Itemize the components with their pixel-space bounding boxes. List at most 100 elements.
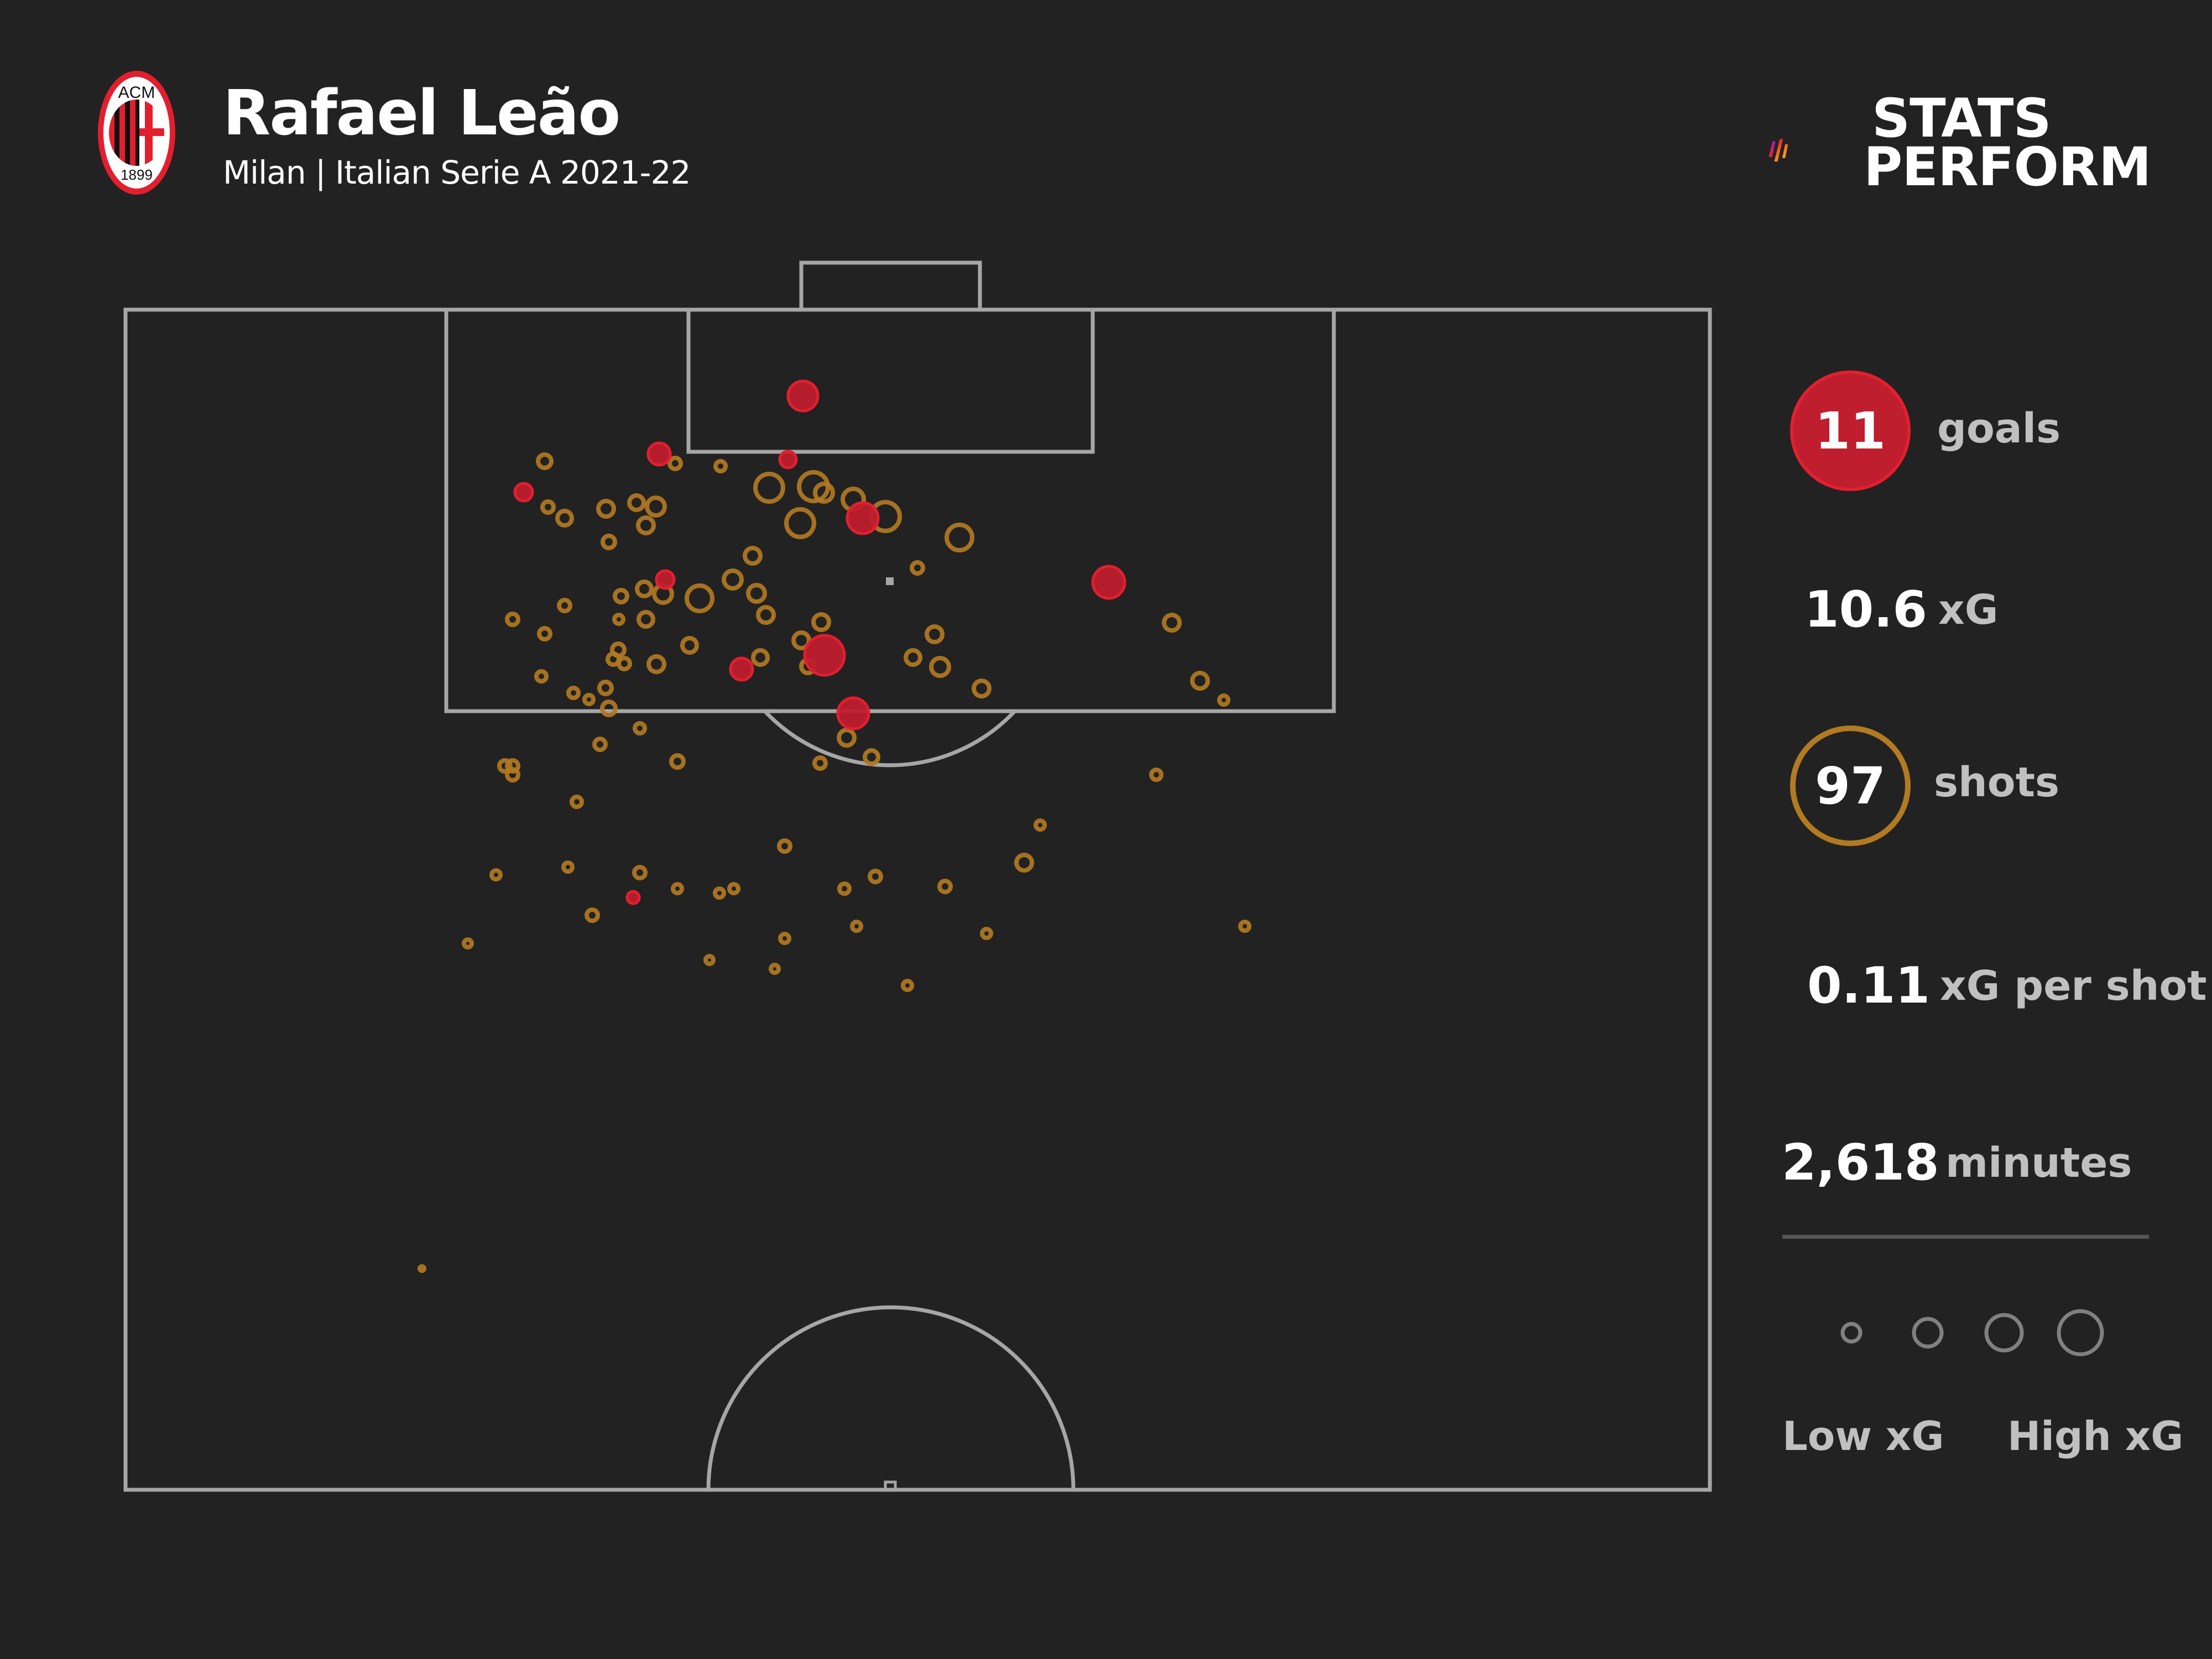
shot-marker (1190, 671, 1210, 691)
shots-label: shots (1934, 759, 2059, 806)
shot-marker (462, 937, 474, 950)
shot-marker (727, 882, 740, 895)
stats-divider (1782, 1235, 2149, 1239)
shot-marker (597, 680, 614, 696)
shot-marker (612, 613, 625, 626)
shot-marker (850, 920, 863, 933)
shot-marker (671, 882, 684, 895)
shot-marker (1034, 818, 1047, 832)
shot-marker (910, 560, 925, 576)
center-circle-half (706, 1305, 1076, 1490)
goals-label: goals (1937, 405, 2061, 452)
shots-layer (418, 452, 1251, 1273)
shot-marker (972, 679, 992, 698)
shot-marker (1014, 853, 1034, 873)
legend-circle-m (1984, 1313, 2024, 1353)
shot-marker (980, 927, 993, 940)
shot-marker (418, 1264, 426, 1273)
xg-size-legend (1840, 1309, 2104, 1357)
xg-per-shot-value: 0.11 (1807, 957, 1931, 1015)
shot-marker (646, 654, 666, 674)
penalty-arc (763, 709, 1016, 768)
goal-marker (646, 441, 672, 467)
shot-marker (561, 860, 575, 874)
pitch-boundary (123, 307, 1712, 1492)
center-spot (884, 1480, 897, 1491)
shot-marker (1217, 693, 1230, 707)
xg-per-shot-label: xG per shot (1940, 962, 2207, 1010)
shot-marker (555, 509, 574, 528)
shot-marker (784, 507, 816, 539)
shot-marker (901, 979, 914, 992)
ac-milan-crest-icon: ACM 1899 (98, 71, 175, 195)
legend-circle-s (1912, 1317, 1944, 1349)
penalty-box (444, 307, 1336, 713)
xg-label: xG (1938, 586, 1999, 634)
penalty-spot (886, 577, 894, 585)
shots-bubble: 97 (1790, 726, 1911, 846)
shot-marker (753, 472, 785, 504)
goal-marker (803, 634, 846, 677)
shot-marker (1162, 613, 1182, 633)
six-yard-box (686, 307, 1095, 454)
shot-marker (570, 795, 584, 809)
shot-marker (812, 755, 828, 771)
shot-marker (937, 879, 953, 894)
shot-marker (669, 753, 686, 770)
shot-marker (497, 758, 513, 774)
stat-goals: 11 goals (1770, 371, 2212, 498)
xg-value: 10.6 (1804, 581, 1928, 639)
shot-marker (929, 656, 951, 678)
shot-marker (778, 932, 791, 945)
shot-marker (868, 869, 883, 884)
shot-marker (566, 686, 581, 700)
shot-marker (505, 612, 520, 627)
stat-xg: 10.6 xG (1770, 581, 2212, 713)
goal-marker (846, 501, 880, 535)
shot-marker (635, 580, 654, 598)
minutes-value: 2,618 (1782, 1134, 1939, 1192)
brand-line-1: STATS (1872, 87, 2052, 149)
shot-marker (601, 534, 617, 550)
shot-marker (537, 626, 552, 641)
goal-marker (786, 379, 820, 413)
shot-marker (636, 515, 656, 535)
stats-perform-wordmark: STATS PERFORM (1864, 87, 2151, 198)
shot-marker (811, 612, 831, 632)
shot-marker (756, 605, 776, 625)
shot-marker (536, 452, 554, 470)
shot-marker (600, 700, 618, 717)
brand-line-2: PERFORM (1864, 136, 2151, 198)
shot-marker (613, 588, 629, 604)
legend-low-xg-label: Low xG (1782, 1413, 1944, 1459)
shot-marker (1238, 920, 1251, 933)
shot-marker (645, 495, 667, 518)
shot-marker (813, 482, 835, 504)
shot-marker (769, 963, 781, 975)
shot-marker (837, 881, 852, 896)
shot-marker (505, 767, 520, 782)
shot-marker (863, 748, 880, 766)
svg-text:1899: 1899 (121, 166, 153, 183)
player-name: Rafael Leão (223, 77, 620, 149)
shot-marker (1149, 768, 1164, 782)
stat-minutes: 2,618 minutes (1770, 1134, 2212, 1266)
goals-layer (513, 379, 1126, 905)
shot-marker (632, 865, 648, 880)
goal-marker (778, 450, 798, 469)
goal-frame (799, 260, 982, 312)
team-competition-subtitle: Milan | Italian Serie A 2021-22 (223, 154, 691, 191)
pitch-lines (123, 260, 1712, 1492)
shot-marker (592, 737, 608, 752)
shot-marker (777, 838, 792, 854)
shot-marker (585, 907, 600, 923)
goal-marker (655, 569, 676, 590)
legend-high-xg-label: High xG (2007, 1413, 2184, 1459)
shot-marker (685, 583, 714, 613)
stat-xg-per-shot: 0.11 xG per shot (1770, 957, 2212, 1089)
shot-marker (713, 886, 726, 900)
goals-bubble: 11 (1790, 371, 1911, 491)
legend-circle-xs (1840, 1322, 1863, 1344)
shot-marker (751, 648, 770, 667)
